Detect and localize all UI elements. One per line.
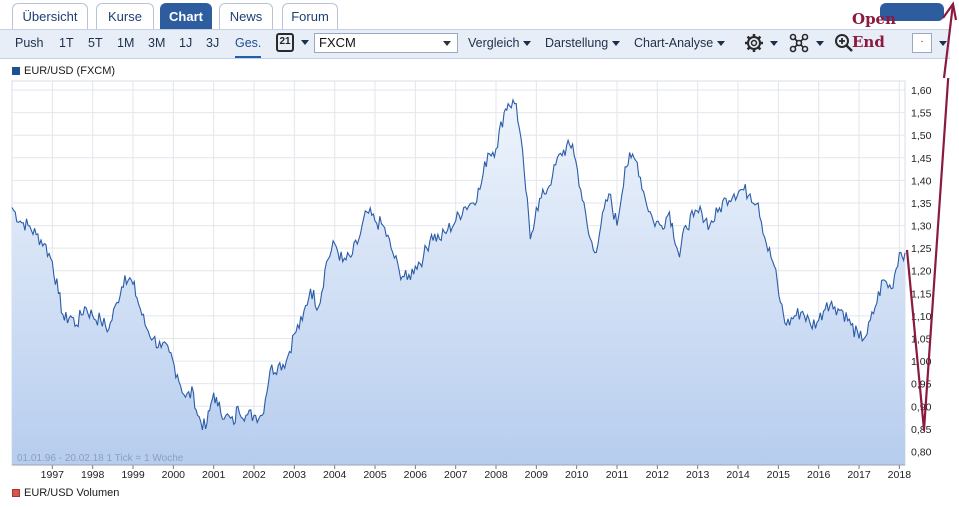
menu-chart-analyse[interactable]: Chart-Analyse xyxy=(634,36,726,50)
y-tick-label: 0,95 xyxy=(911,379,932,391)
x-tick-label: 2014 xyxy=(726,469,750,481)
period-push[interactable]: Push xyxy=(15,36,44,50)
gear-caret-icon[interactable] xyxy=(770,41,778,46)
x-tick-label: 2003 xyxy=(283,469,307,481)
menu-darstellung[interactable]: Darstellung xyxy=(545,36,621,50)
x-tick-label: 2000 xyxy=(162,469,186,481)
fullscreen-button[interactable]: · xyxy=(912,33,932,53)
legend-volume: EUR/USD Volumen xyxy=(12,487,119,499)
y-tick-label: 1,00 xyxy=(911,356,932,368)
legend-price-label: EUR/USD (FXCM) xyxy=(24,65,116,77)
y-tick-label: 0,85 xyxy=(911,424,932,436)
chevron-down-icon xyxy=(443,41,451,46)
exchange-select-value: FXCM xyxy=(319,35,356,50)
series-line-eurusd[interactable] xyxy=(11,98,906,431)
tab-chart[interactable]: Chart xyxy=(160,3,212,29)
annotation-open: Open xyxy=(852,10,897,28)
y-tick-label: 1,10 xyxy=(911,311,932,323)
x-tick-label: 2001 xyxy=(202,469,226,481)
tab-overflow-button[interactable] xyxy=(880,3,944,21)
period-gesamt[interactable]: Ges. xyxy=(235,36,262,50)
tab-uebersicht[interactable]: Übersicht xyxy=(12,3,88,29)
chart-range-label: 01.01.96 - 20.02.18 1 Tick = 1 Woche xyxy=(17,453,184,464)
x-tick-label: 2010 xyxy=(565,469,589,481)
y-tick-label: 1,35 xyxy=(911,198,932,210)
fullscreen-caret-icon[interactable] xyxy=(939,41,947,46)
active-period-underline xyxy=(235,56,261,58)
legend-volume-label: EUR/USD Volumen xyxy=(24,487,120,499)
chevron-down-icon xyxy=(523,41,532,47)
x-tick-label: 2006 xyxy=(404,469,428,481)
y-tick-label: 0,80 xyxy=(911,446,932,458)
chevron-down-icon xyxy=(612,41,621,47)
y-tick-label: 1,15 xyxy=(911,288,932,300)
menu-chart-analyse-label: Chart-Analyse xyxy=(634,36,714,50)
period-1t[interactable]: 1T xyxy=(59,36,74,50)
x-tick-label: 2012 xyxy=(646,469,670,481)
x-tick-label: 2008 xyxy=(484,469,508,481)
series-area xyxy=(12,99,905,466)
x-tick-label: 2007 xyxy=(444,469,468,481)
exchange-select[interactable]: FXCM xyxy=(314,33,458,53)
x-tick-label: 2011 xyxy=(606,469,629,481)
y-tick-label: 1,45 xyxy=(911,153,932,165)
legend-volume-swatch xyxy=(12,489,20,497)
annotation-arrow xyxy=(905,78,950,432)
x-tick-label: 2005 xyxy=(363,469,387,481)
x-tick-label: 2009 xyxy=(525,469,549,481)
legend-price: EUR/USD (FXCM) xyxy=(12,65,115,77)
x-tick-label: 2018 xyxy=(888,469,912,481)
calendar-caret-icon[interactable] xyxy=(301,40,309,45)
x-tick-label: 2004 xyxy=(323,469,347,481)
zoom-in-icon[interactable] xyxy=(834,33,854,53)
y-tick-label: 1,20 xyxy=(911,266,932,278)
period-3m[interactable]: 3M xyxy=(148,36,166,50)
period-3j[interactable]: 3J xyxy=(206,36,220,50)
tab-kurse[interactable]: Kurse xyxy=(96,3,154,29)
price-chart[interactable]: 0,800,850,900,951,001,051,101,151,201,25… xyxy=(0,78,959,483)
network-caret-icon[interactable] xyxy=(816,41,824,46)
network-icon[interactable] xyxy=(789,33,809,53)
calendar-icon[interactable]: 21 xyxy=(276,33,294,52)
annotation-end: End xyxy=(852,33,885,51)
x-tick-label: 2016 xyxy=(807,469,831,481)
x-tick-label: 1999 xyxy=(121,469,145,481)
y-tick-label: 1,25 xyxy=(911,243,932,255)
legend-price-swatch xyxy=(12,67,20,75)
period-5t[interactable]: 5T xyxy=(88,36,103,50)
y-tick-label: 1,50 xyxy=(911,130,932,142)
menu-vergleich-label: Vergleich xyxy=(468,36,520,50)
tab-news[interactable]: News xyxy=(219,3,273,29)
x-tick-label: 1997 xyxy=(41,469,65,481)
gear-icon[interactable] xyxy=(744,33,764,53)
y-tick-label: 1,55 xyxy=(911,108,932,120)
y-tick-label: 1,40 xyxy=(911,175,932,187)
menu-vergleich[interactable]: Vergleich xyxy=(468,36,532,50)
period-1m[interactable]: 1M xyxy=(117,36,135,50)
tab-forum[interactable]: Forum xyxy=(282,3,338,29)
x-tick-label: 2002 xyxy=(242,469,266,481)
x-tick-label: 1998 xyxy=(81,469,105,481)
x-tick-label: 2017 xyxy=(847,469,871,481)
x-tick-label: 2015 xyxy=(767,469,791,481)
y-tick-label: 1,60 xyxy=(911,85,932,97)
tab-bar: Übersicht Kurse Chart News Forum xyxy=(0,0,959,30)
period-1j[interactable]: 1J xyxy=(179,36,193,50)
x-tick-label: 2013 xyxy=(686,469,710,481)
menu-darstellung-label: Darstellung xyxy=(545,36,609,50)
y-tick-label: 1,30 xyxy=(911,221,932,233)
chevron-down-icon xyxy=(717,41,726,47)
